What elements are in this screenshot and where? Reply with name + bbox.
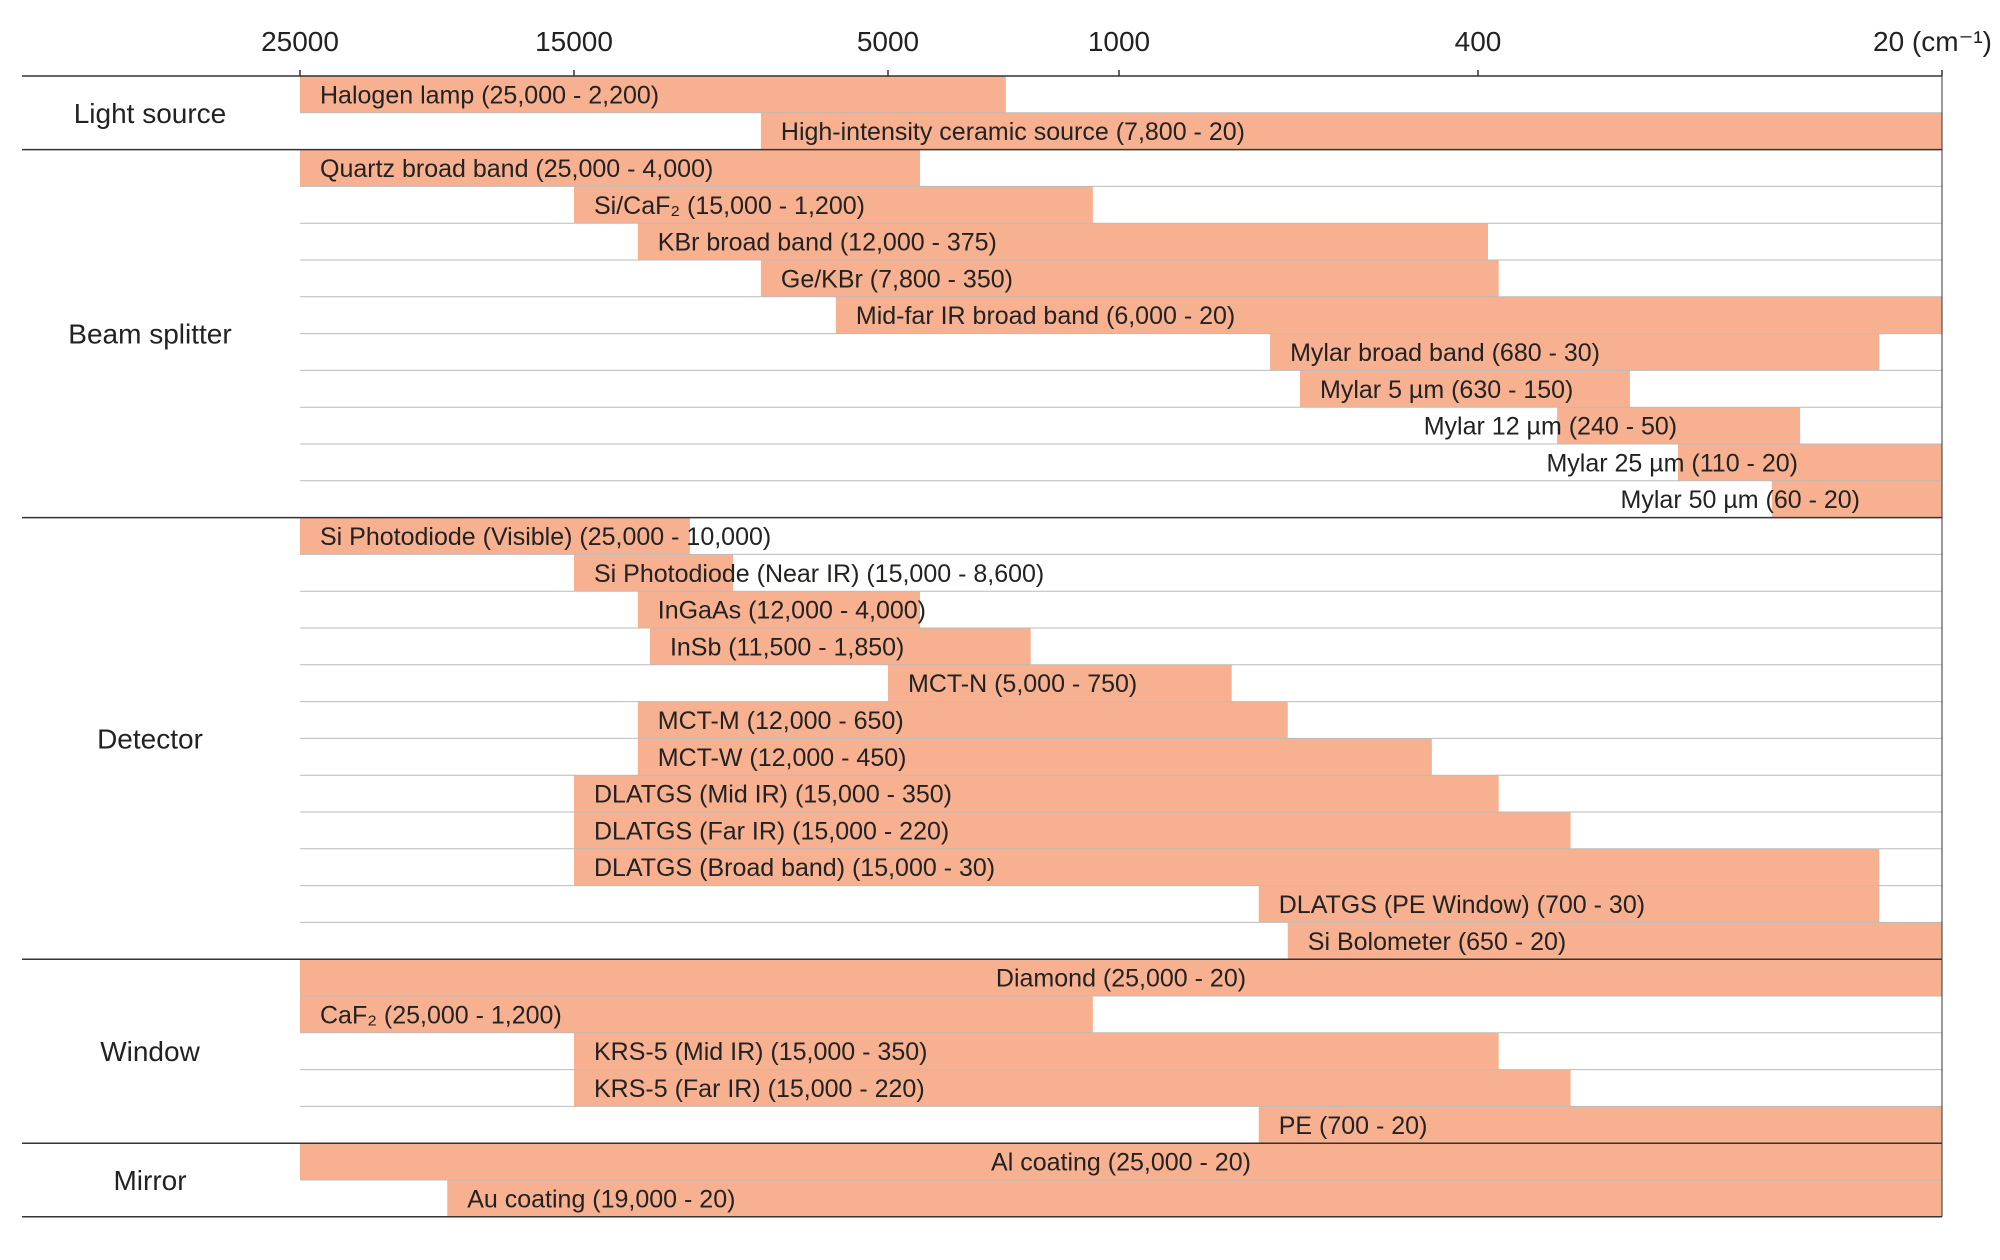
group-label: Mirror — [113, 1165, 186, 1196]
bar-label: DLATGS (Mid IR) (15,000 - 350) — [594, 781, 952, 809]
range-bar — [574, 1069, 1571, 1107]
x-tick-label: 25000 — [261, 26, 339, 57]
range-bar — [300, 959, 1942, 996]
range-bar — [1270, 333, 1880, 371]
bar-label: Mylar 50 µm (60 - 20) — [1621, 486, 1860, 514]
range-bar — [888, 664, 1232, 702]
gridlines-layer — [22, 70, 1943, 1218]
range-bar — [574, 848, 1880, 886]
bar-label: Mylar 25 µm (110 - 20) — [1546, 449, 1798, 477]
range-bar — [760, 260, 1499, 297]
group-label: Window — [100, 1036, 200, 1067]
bar-label: MCT-M (12,000 - 650) — [658, 707, 904, 735]
bar-label: Si/CaF₂ (15,000 - 1,200) — [594, 192, 865, 220]
bar-label: Al coating (25,000 - 20) — [991, 1149, 1251, 1177]
group-label: Light source — [74, 98, 227, 129]
range-bar — [447, 1180, 1942, 1217]
range-bar — [1557, 407, 1801, 444]
bar-label: High-intensity ceramic source (7,800 - 2… — [781, 118, 1245, 146]
bar-label: PE (700 - 20) — [1279, 1112, 1428, 1140]
range-bar — [637, 591, 921, 628]
bar-label: DLATGS (PE Window) (700 - 30) — [1279, 891, 1645, 919]
bar-label: InGaAs (12,000 - 4,000) — [658, 597, 926, 625]
x-tick-label: 1000 — [1088, 26, 1150, 57]
bar-label: Diamond (25,000 - 20) — [996, 965, 1246, 993]
bar-label: MCT-W (12,000 - 450) — [658, 744, 907, 772]
range-bar — [760, 112, 1942, 150]
range-bar — [300, 996, 1093, 1033]
bar-label: Mylar broad band (680 - 30) — [1290, 339, 1600, 367]
range-bar — [300, 149, 921, 187]
range-bar — [1258, 1106, 1942, 1144]
range-bar — [300, 517, 690, 555]
range-bar — [1287, 922, 1942, 960]
bar-label: Mylar 5 µm (630 - 150) — [1320, 376, 1573, 404]
bar-label: KRS-5 (Mid IR) (15,000 - 350) — [594, 1038, 927, 1066]
range-bar — [1771, 480, 1942, 518]
range-bar — [574, 812, 1571, 849]
bar-label: Ge/KBr (7,800 - 350) — [781, 265, 1013, 293]
group-label: Beam splitter — [68, 319, 231, 350]
x-tick-label: 5000 — [857, 26, 919, 57]
range-bar — [637, 701, 1288, 739]
bar-label: CaF₂ (25,000 - 1,200) — [320, 1001, 562, 1029]
range-bar — [637, 738, 1432, 776]
range-bar — [574, 186, 1093, 224]
bar-label: Mid-far IR broad band (6,000 - 20) — [856, 302, 1235, 330]
bar-label: Halogen lamp (25,000 - 2,200) — [320, 81, 659, 109]
x-tick-label: 15000 — [535, 26, 613, 57]
range-bar — [300, 76, 1006, 113]
range-bar — [574, 775, 1499, 812]
bar-label: DLATGS (Far IR) (15,000 - 220) — [594, 817, 949, 845]
range-bar — [637, 223, 1488, 260]
range-bar — [574, 1032, 1499, 1070]
bar-label: MCT-N (5,000 - 750) — [908, 670, 1137, 698]
bar-label: Si Bolometer (650 - 20) — [1308, 928, 1566, 956]
range-bar — [835, 296, 1942, 334]
x-tick-label: 20 (cm⁻¹) — [1873, 26, 1992, 57]
range-bar — [649, 628, 1031, 665]
x-tick-label: 400 — [1455, 26, 1502, 57]
bar-label: Au coating (19,000 - 20) — [467, 1185, 735, 1213]
range-bar — [300, 1143, 1942, 1180]
range-bar — [1258, 885, 1880, 923]
bars-layer — [300, 76, 1942, 1217]
bar-label: Quartz broad band (25,000 - 4,000) — [320, 155, 713, 183]
group-label: Detector — [97, 723, 203, 754]
bar-label: Mylar 12 µm (240 - 50) — [1424, 413, 1677, 441]
range-bar — [574, 554, 733, 592]
range-bar — [1300, 370, 1630, 408]
bar-label: InSb (11,500 - 1,850) — [670, 633, 904, 661]
range-bar — [1677, 444, 1942, 481]
bar-label: DLATGS (Broad band) (15,000 - 30) — [594, 854, 995, 882]
bar-label: KRS-5 (Far IR) (15,000 - 220) — [594, 1075, 925, 1103]
bar-label: Si Photodiode (Near IR) (15,000 - 8,600) — [594, 560, 1044, 588]
labels-layer: 25000 15000 5000 1000 400 20 (cm⁻¹) Halogen la… — [68, 26, 1992, 1213]
bar-label: Si Photodiode (Visible) (25,000 - 10,000… — [320, 523, 771, 551]
bar-label: KBr broad band (12,000 - 375) — [658, 229, 997, 257]
